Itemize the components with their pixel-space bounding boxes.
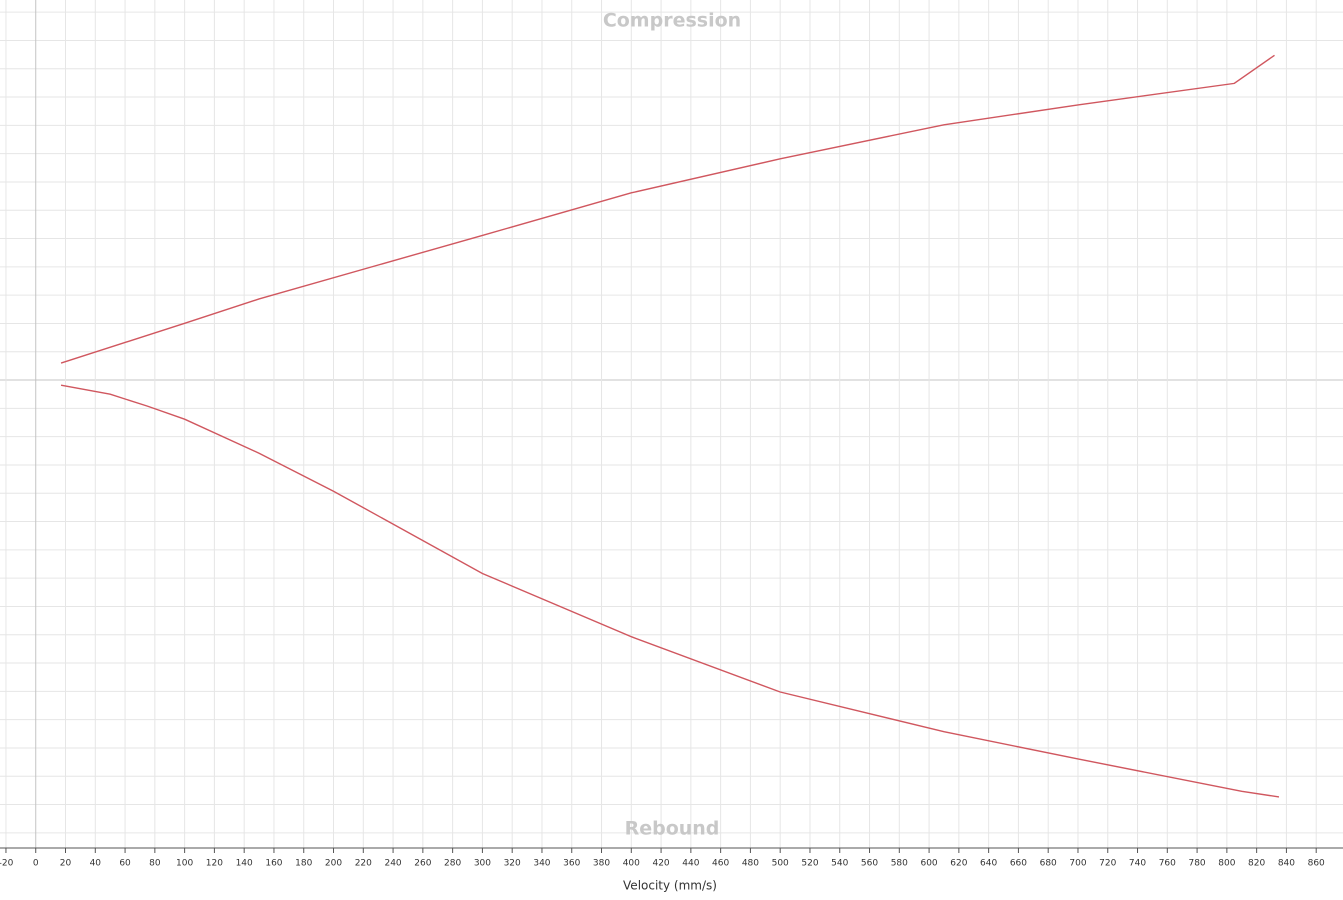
x-tick-label: 440: [682, 859, 699, 869]
x-tick-label: 560: [861, 859, 878, 869]
x-tick-label: 0: [33, 859, 39, 869]
x-tick-label: 320: [504, 859, 521, 869]
x-tick-label: -20: [0, 859, 14, 869]
x-tick-label: 740: [1129, 859, 1146, 869]
x-tick-label: 460: [712, 859, 729, 869]
x-tick-label: 260: [414, 859, 431, 869]
line: [60, 384, 1280, 798]
x-tick-label: 200: [325, 859, 342, 869]
x-tick-label: 240: [384, 859, 401, 869]
x-tick-label: 280: [444, 859, 461, 869]
x-tick-label: 500: [772, 859, 789, 869]
chart-subtitle: Rebound: [625, 818, 720, 840]
x-tick-label: 640: [980, 859, 997, 869]
x-tick-label: 720: [1099, 859, 1116, 869]
x-tick-label: 380: [593, 859, 610, 869]
x-tick-label: 160: [265, 859, 282, 869]
x-tick-label: 780: [1188, 859, 1205, 869]
x-tick-label: 580: [891, 859, 908, 869]
x-tick-label: 680: [1040, 859, 1057, 869]
x-tick-label: 360: [563, 859, 580, 869]
line: [60, 54, 1275, 364]
x-tick-label: 300: [474, 859, 491, 869]
x-tick-label: 620: [950, 859, 967, 869]
x-tick-label: 340: [533, 859, 550, 869]
x-tick-label: 220: [355, 859, 372, 869]
x-tick-label: 180: [295, 859, 312, 869]
x-tick-label: 600: [920, 859, 937, 869]
x-tick-label: 60: [119, 859, 131, 869]
grid: [0, 0, 1343, 848]
x-tick-label: 140: [236, 859, 253, 869]
x-tick-label: 20: [60, 859, 72, 869]
x-tick-label: 800: [1218, 859, 1235, 869]
x-tick-label: 120: [206, 859, 223, 869]
x-tick-label: 520: [801, 859, 818, 869]
x-tick-label: 100: [176, 859, 193, 869]
x-tick-label: 820: [1248, 859, 1265, 869]
x-tick-label: 80: [149, 859, 161, 869]
x-tick-label: 40: [90, 859, 102, 869]
x-tick-label: 660: [1010, 859, 1027, 869]
x-tick-label: 400: [623, 859, 640, 869]
x-tick-label: 540: [831, 859, 848, 869]
chart-title: Compression: [603, 10, 741, 32]
x-axis-label: Velocity (mm/s): [623, 879, 717, 893]
x-tick-label: 860: [1308, 859, 1325, 869]
x-tick-label: 480: [742, 859, 759, 869]
x-tick-label: 700: [1069, 859, 1086, 869]
x-tick-label: 760: [1159, 859, 1176, 869]
x-tick-label: 420: [652, 859, 669, 869]
x-tick-label: 840: [1278, 859, 1295, 869]
